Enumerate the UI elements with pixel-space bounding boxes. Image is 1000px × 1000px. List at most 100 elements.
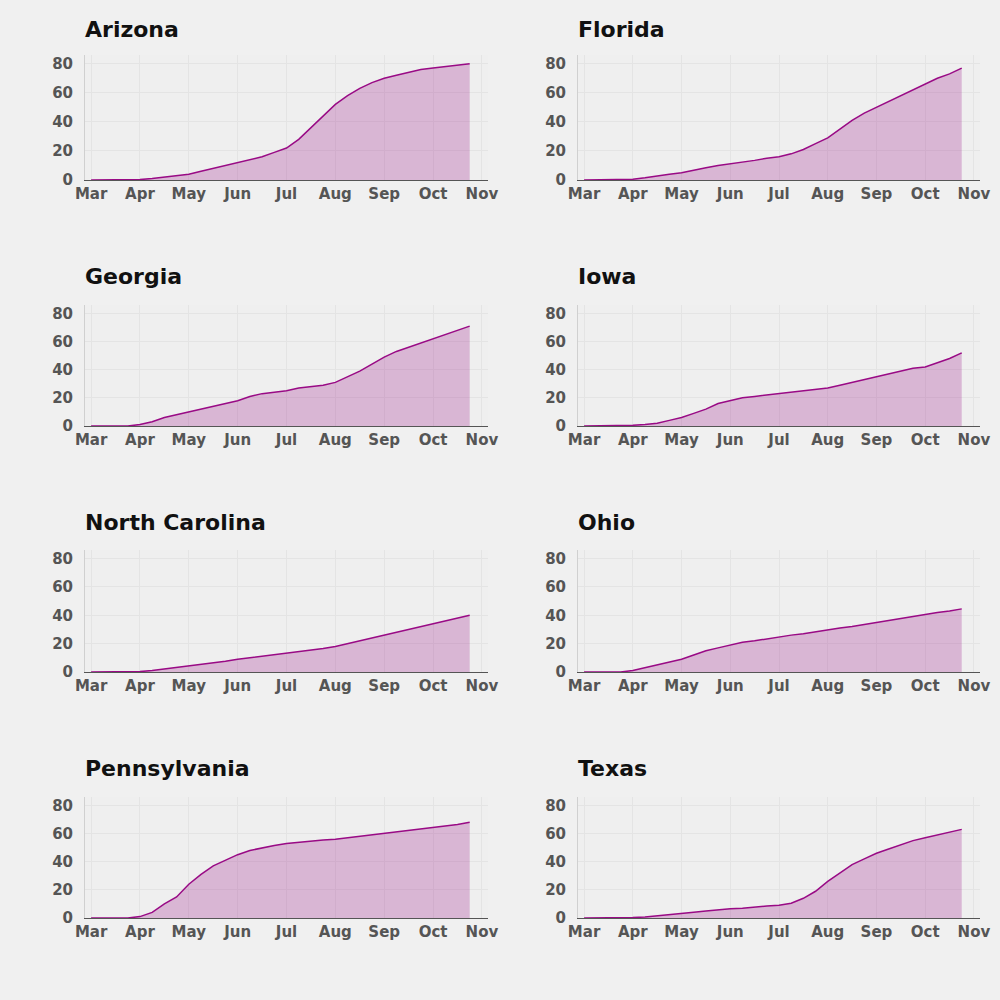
svg-text:Aug: Aug: [811, 431, 844, 449]
svg-text:60: 60: [545, 578, 566, 596]
svg-text:20: 20: [52, 389, 73, 407]
svg-text:Jun: Jun: [716, 431, 744, 449]
svg-text:60: 60: [545, 84, 566, 102]
svg-text:40: 40: [52, 113, 73, 131]
svg-text:Arizona: Arizona: [85, 17, 179, 42]
svg-text:60: 60: [545, 825, 566, 843]
svg-text:Nov: Nov: [466, 431, 499, 449]
svg-text:Nov: Nov: [466, 677, 499, 695]
svg-text:Aug: Aug: [319, 923, 352, 941]
svg-text:May: May: [664, 923, 699, 941]
svg-text:80: 80: [52, 550, 73, 568]
svg-text:Jun: Jun: [223, 185, 251, 203]
svg-text:Oct: Oct: [911, 677, 940, 695]
svg-text:Apr: Apr: [125, 431, 155, 449]
svg-text:Florida: Florida: [578, 17, 665, 42]
svg-text:40: 40: [52, 607, 73, 625]
svg-text:40: 40: [545, 853, 566, 871]
svg-text:Nov: Nov: [958, 185, 991, 203]
svg-text:May: May: [172, 185, 207, 203]
svg-text:20: 20: [545, 881, 566, 899]
svg-text:Nov: Nov: [466, 923, 499, 941]
svg-text:Oct: Oct: [911, 923, 940, 941]
svg-text:Georgia: Georgia: [85, 264, 182, 289]
svg-text:Mar: Mar: [568, 923, 601, 941]
svg-text:Mar: Mar: [75, 923, 108, 941]
svg-text:May: May: [172, 923, 207, 941]
svg-text:Nov: Nov: [466, 185, 499, 203]
svg-text:Iowa: Iowa: [578, 264, 636, 289]
svg-text:Texas: Texas: [578, 756, 647, 781]
svg-text:Aug: Aug: [319, 185, 352, 203]
svg-text:60: 60: [52, 578, 73, 596]
svg-text:0: 0: [63, 171, 73, 189]
svg-text:Oct: Oct: [419, 923, 448, 941]
svg-text:North Carolina: North Carolina: [85, 510, 266, 535]
svg-text:80: 80: [545, 797, 566, 815]
svg-text:80: 80: [52, 305, 73, 323]
svg-text:Oct: Oct: [419, 677, 448, 695]
svg-text:Jul: Jul: [275, 677, 297, 695]
svg-text:Jun: Jun: [223, 677, 251, 695]
svg-text:Sep: Sep: [861, 923, 893, 941]
svg-text:0: 0: [556, 417, 566, 435]
svg-text:80: 80: [52, 797, 73, 815]
svg-text:Aug: Aug: [811, 185, 844, 203]
svg-text:Mar: Mar: [75, 677, 108, 695]
svg-text:Sep: Sep: [861, 185, 893, 203]
svg-text:0: 0: [63, 663, 73, 681]
svg-text:Ohio: Ohio: [578, 510, 635, 535]
svg-text:40: 40: [545, 607, 566, 625]
svg-text:Oct: Oct: [911, 431, 940, 449]
svg-text:Sep: Sep: [368, 677, 400, 695]
svg-text:Apr: Apr: [618, 185, 648, 203]
svg-text:Apr: Apr: [618, 677, 648, 695]
svg-text:Pennsylvania: Pennsylvania: [85, 756, 250, 781]
svg-text:20: 20: [52, 635, 73, 653]
svg-text:40: 40: [545, 113, 566, 131]
svg-text:0: 0: [63, 417, 73, 435]
svg-text:60: 60: [52, 84, 73, 102]
svg-text:Jun: Jun: [716, 923, 744, 941]
svg-text:Jul: Jul: [767, 923, 789, 941]
svg-text:Sep: Sep: [861, 677, 893, 695]
svg-text:Mar: Mar: [75, 431, 108, 449]
svg-text:80: 80: [545, 550, 566, 568]
svg-text:40: 40: [52, 361, 73, 379]
svg-text:20: 20: [545, 389, 566, 407]
svg-text:Apr: Apr: [125, 185, 155, 203]
svg-text:20: 20: [52, 142, 73, 160]
svg-text:May: May: [664, 431, 699, 449]
svg-text:Sep: Sep: [368, 923, 400, 941]
svg-text:80: 80: [545, 305, 566, 323]
svg-text:Apr: Apr: [125, 677, 155, 695]
svg-text:Apr: Apr: [125, 923, 155, 941]
svg-text:Jun: Jun: [223, 431, 251, 449]
svg-text:May: May: [664, 185, 699, 203]
svg-text:0: 0: [63, 909, 73, 927]
svg-text:Jul: Jul: [767, 677, 789, 695]
svg-text:Mar: Mar: [568, 677, 601, 695]
svg-text:May: May: [664, 677, 699, 695]
svg-text:Aug: Aug: [319, 431, 352, 449]
svg-text:Jun: Jun: [223, 923, 251, 941]
svg-text:Aug: Aug: [811, 677, 844, 695]
svg-text:Sep: Sep: [861, 431, 893, 449]
svg-text:80: 80: [545, 55, 566, 73]
svg-text:Sep: Sep: [368, 185, 400, 203]
svg-text:Jul: Jul: [275, 923, 297, 941]
svg-text:Jun: Jun: [716, 185, 744, 203]
svg-text:Nov: Nov: [958, 431, 991, 449]
svg-text:Mar: Mar: [568, 185, 601, 203]
svg-text:0: 0: [556, 909, 566, 927]
svg-text:Apr: Apr: [618, 431, 648, 449]
svg-text:0: 0: [556, 663, 566, 681]
svg-text:Sep: Sep: [368, 431, 400, 449]
svg-text:Oct: Oct: [911, 185, 940, 203]
svg-text:60: 60: [545, 333, 566, 351]
svg-text:Aug: Aug: [811, 923, 844, 941]
svg-text:Mar: Mar: [568, 431, 601, 449]
svg-text:60: 60: [52, 825, 73, 843]
svg-text:Aug: Aug: [319, 677, 352, 695]
svg-text:Jul: Jul: [767, 431, 789, 449]
